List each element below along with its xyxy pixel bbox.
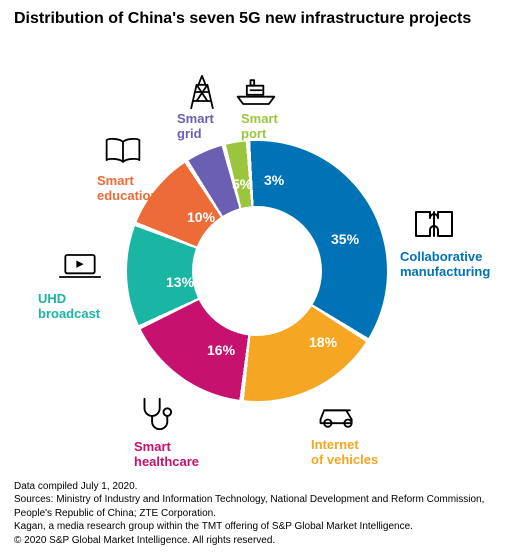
page-title: Distribution of China's seven 5G new inf… <box>14 10 471 28</box>
pct-health: 16% <box>207 342 235 358</box>
page: Distribution of China's seven 5G new inf… <box>0 0 514 557</box>
pct-uhd: 13% <box>166 274 194 290</box>
donut-ring <box>127 141 387 401</box>
play-laptop-icon <box>58 251 102 286</box>
puzzle-icon <box>412 206 460 247</box>
label-collab: Collaborativemanufacturing <box>400 250 490 280</box>
pct-edu: 10% <box>187 209 215 225</box>
car-icon <box>315 399 359 434</box>
footer-line: Sources: Ministry of Industry and Inform… <box>14 493 500 520</box>
pct-port: 3% <box>264 172 284 188</box>
label-health: Smarthealthcare <box>134 440 199 470</box>
label-iov: Internetof vehicles <box>311 438 378 468</box>
power-tower-icon <box>189 74 215 115</box>
footer-line: © 2020 S&P Global Market Intelligence. A… <box>14 534 500 548</box>
pct-collab: 35% <box>331 231 359 247</box>
ship-icon <box>234 78 278 113</box>
donut-chart: 35%Collaborativemanufacturing18%Internet… <box>0 36 514 456</box>
footer-line: Kagan, a media research group within the… <box>14 520 500 534</box>
pct-grid: 5% <box>232 176 252 192</box>
label-port: Smartport <box>241 112 278 142</box>
label-uhd: UHDbroadcast <box>38 292 100 322</box>
footer-line: Data compiled July 1, 2020. <box>14 480 500 494</box>
footer-notes: Data compiled July 1, 2020. Sources: Min… <box>14 480 500 548</box>
label-grid: Smartgrid <box>177 112 214 142</box>
stethoscope-icon <box>135 395 173 438</box>
pct-iov: 18% <box>309 334 337 350</box>
label-edu: Smarteducation <box>97 174 158 204</box>
book-icon <box>103 136 143 171</box>
donut-hole <box>192 206 322 336</box>
